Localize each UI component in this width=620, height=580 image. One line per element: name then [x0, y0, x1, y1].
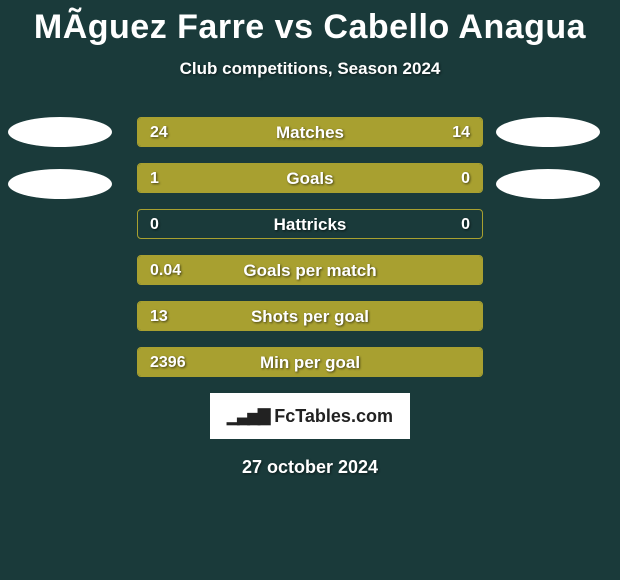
- page-title: MÃguez Farre vs Cabello Anagua: [0, 0, 620, 47]
- stat-bar-left: [138, 118, 344, 146]
- stat-bar-track: 10Goals: [137, 163, 483, 193]
- stat-row: 2414Matches: [0, 117, 620, 147]
- stat-row: 0 0Hattricks: [0, 209, 620, 239]
- stat-value-right: 0: [461, 210, 470, 239]
- stat-metric-label: Hattricks: [138, 210, 482, 239]
- stat-bar-track: 13Shots per goal: [137, 301, 483, 331]
- stat-value-right: 14: [452, 118, 470, 147]
- stat-bar-track: 0.04Goals per match: [137, 255, 483, 285]
- stat-row: 13Shots per goal: [0, 301, 620, 331]
- stat-row: 10Goals: [0, 163, 620, 193]
- stat-bar-left: [138, 302, 482, 330]
- fctables-logo: ▁▃▅▇ FcTables.com: [210, 393, 410, 439]
- stat-row: 2396Min per goal: [0, 347, 620, 377]
- stat-value-left: 0: [150, 210, 159, 239]
- player-right-ellipse: [496, 117, 600, 147]
- stat-value-left: 24: [150, 118, 168, 147]
- date-label: 27 october 2024: [0, 457, 620, 478]
- logo-text: FcTables.com: [274, 406, 393, 427]
- stat-bar-track: 2396Min per goal: [137, 347, 483, 377]
- stat-bar-left: [138, 256, 482, 284]
- player-right-ellipse: [496, 169, 600, 199]
- logo-bars-icon: ▁▃▅▇: [227, 406, 268, 426]
- stat-bar-track: 0 0Hattricks: [137, 209, 483, 239]
- stat-value-right: 0: [461, 164, 470, 193]
- stat-value-left: 13: [150, 302, 168, 331]
- comparison-chart: 2414Matches10Goals00Hattricks0.04Goals p…: [0, 117, 620, 377]
- stat-value-left: 0.04: [150, 256, 181, 285]
- stat-value-left: 2396: [150, 348, 186, 377]
- stat-value-left: 1: [150, 164, 159, 193]
- player-left-ellipse: [8, 117, 112, 147]
- stat-bar-left: [138, 164, 399, 192]
- subtitle: Club competitions, Season 2024: [0, 59, 620, 79]
- stat-bar-track: 2414Matches: [137, 117, 483, 147]
- stat-row: 0.04Goals per match: [0, 255, 620, 285]
- player-left-ellipse: [8, 169, 112, 199]
- stat-bar-left: [138, 348, 482, 376]
